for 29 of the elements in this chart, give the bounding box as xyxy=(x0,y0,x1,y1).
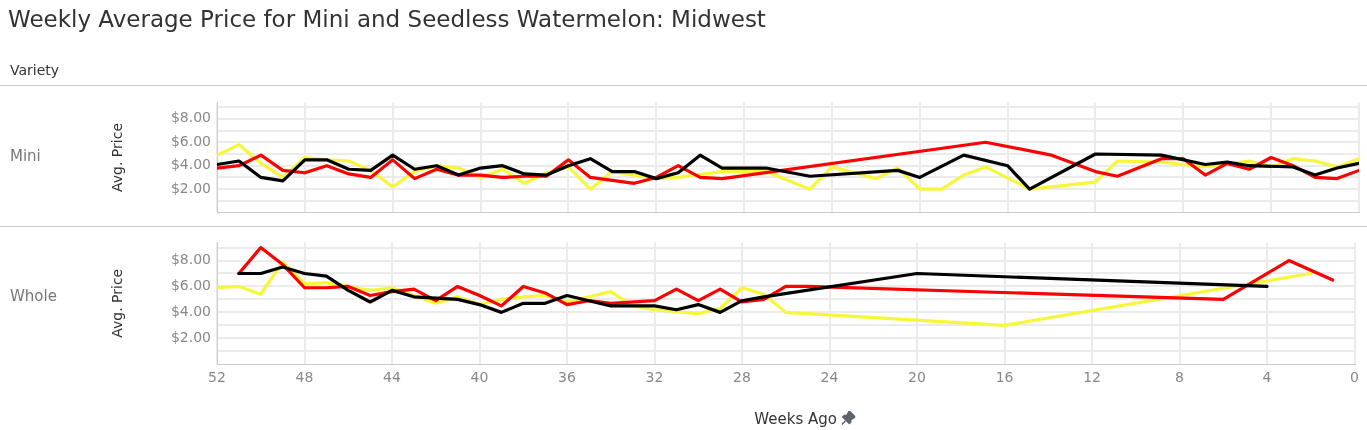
x-tick-label: 32 xyxy=(645,369,664,386)
chart-title: Weekly Average Price for Mini and Seedless Watermelon: Midwest xyxy=(8,6,766,32)
y-tick-label: $6.00 xyxy=(170,132,211,149)
y-tick-label: $8.00 xyxy=(170,251,211,268)
text: Variety xyxy=(10,62,60,78)
x-tick-label: 20 xyxy=(908,369,926,386)
y-tick-label: $4.00 xyxy=(170,303,211,320)
x-tick-label: 4 xyxy=(1262,369,1272,386)
y-tick-label: $2.00 xyxy=(170,328,211,345)
y-axis-title: Avg. Price xyxy=(109,268,126,338)
y-tick-label: $4.00 xyxy=(170,156,211,173)
x-tick-label: 48 xyxy=(295,369,314,386)
y-tick-label: $2.00 xyxy=(170,179,211,196)
x-tick-label: 28 xyxy=(733,369,751,386)
y-tick-label: $8.00 xyxy=(170,109,211,126)
x-tick-label: 36 xyxy=(558,369,577,386)
y-axis-title: Avg. Price xyxy=(109,123,126,192)
x-tick-label: 8 xyxy=(1175,369,1184,386)
x-tick-label: 44 xyxy=(383,369,401,386)
text: Whole xyxy=(10,286,57,305)
text: Mini xyxy=(10,146,41,165)
x-tick-label: 24 xyxy=(820,369,839,386)
x-tick-label: 52 xyxy=(208,369,226,386)
x-tick-label: 0 xyxy=(1350,369,1360,386)
x-tick-label: 16 xyxy=(995,369,1014,386)
x-tick-label: 40 xyxy=(470,369,489,386)
x-axis-title: Weeks Ago xyxy=(754,410,838,428)
x-tick-label: 12 xyxy=(1083,369,1101,386)
y-tick-label: $6.00 xyxy=(170,277,211,294)
